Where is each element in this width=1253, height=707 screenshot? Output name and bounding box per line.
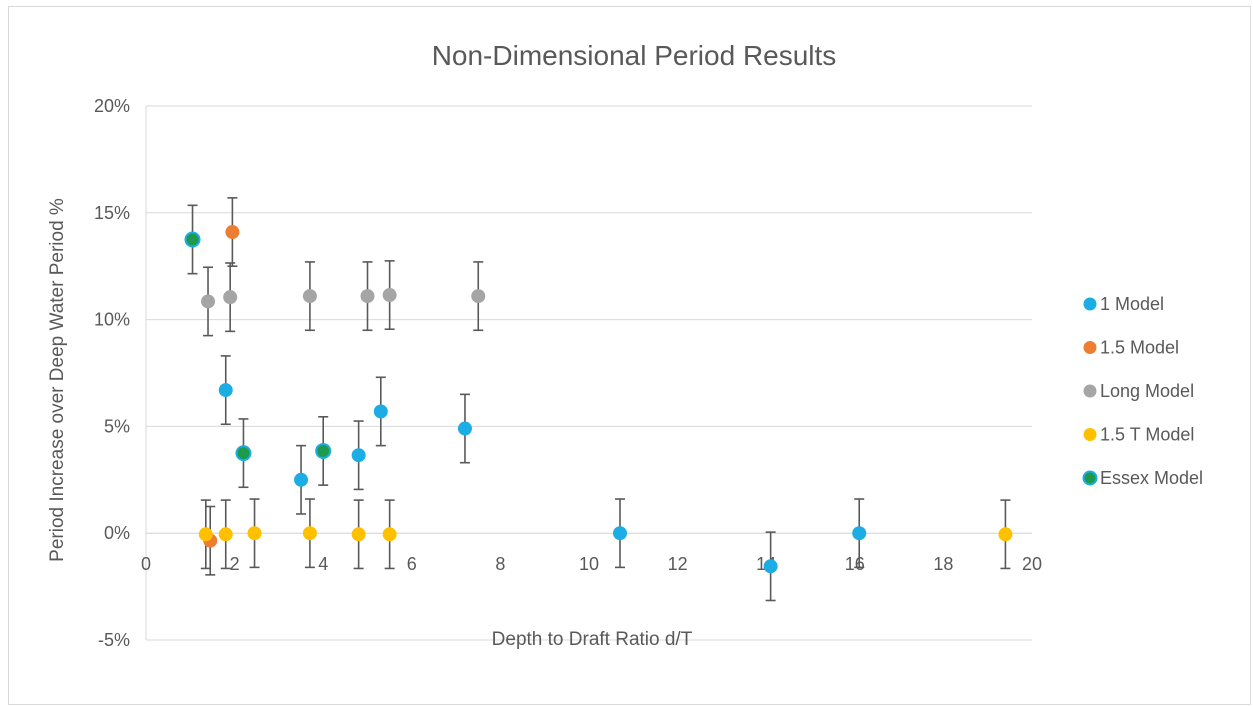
x-tick-label: 8 — [495, 554, 505, 574]
data-point — [351, 448, 366, 463]
legend-item: 1 Model — [1083, 294, 1164, 314]
data-point — [225, 225, 240, 240]
x-tick-label: 4 — [318, 554, 328, 574]
data-point — [360, 289, 375, 304]
legend-label: Long Model — [1100, 381, 1194, 401]
legend-item: 1.5 T Model — [1083, 425, 1194, 445]
data-point — [373, 404, 388, 419]
data-point — [235, 445, 252, 462]
legend-item: 1.5 Model — [1083, 338, 1179, 358]
data-point — [852, 526, 867, 541]
y-tick-label: 0% — [104, 523, 130, 543]
data-point — [201, 294, 216, 309]
chart-frame: -5%0%5%10%15%20%02468101214161820 Non-Di… — [8, 6, 1251, 705]
legend-label: 1.5 Model — [1100, 338, 1179, 358]
x-tick-label: 2 — [230, 554, 240, 574]
data-point — [613, 526, 628, 541]
y-tick-label: -5% — [98, 630, 130, 650]
legend-label: 1 Model — [1100, 294, 1164, 314]
data-point — [457, 421, 472, 436]
data-point — [218, 383, 233, 398]
data-point — [294, 472, 309, 487]
x-tick-label: 10 — [579, 554, 599, 574]
legend-item: Essex Model — [1082, 468, 1203, 488]
scatter-chart: -5%0%5%10%15%20%02468101214161820 Non-Di… — [47, 40, 1203, 650]
x-tick-label: 18 — [933, 554, 953, 574]
axes: -5%0%5%10%15%20%02468101214161820 — [94, 96, 1042, 650]
y-axis-title: Period Increase over Deep Water Period % — [47, 198, 68, 562]
x-tick-label: 12 — [668, 554, 688, 574]
data-point — [471, 289, 486, 304]
legend-label: 1.5 T Model — [1100, 425, 1194, 445]
legend-marker — [1083, 384, 1097, 398]
legend-marker — [1083, 341, 1097, 354]
legend-item: Long Model — [1083, 381, 1194, 401]
x-tick-label: 0 — [141, 554, 151, 574]
data-point — [247, 526, 262, 541]
data-points — [184, 225, 1013, 574]
y-tick-label: 5% — [104, 416, 130, 436]
data-point — [763, 559, 778, 574]
data-point — [382, 288, 397, 303]
y-tick-label: 20% — [94, 96, 130, 116]
x-tick-label: 20 — [1022, 554, 1042, 574]
data-point — [998, 527, 1013, 542]
chart-title: Non-Dimensional Period Results — [432, 40, 837, 71]
x-axis-title: Depth to Draft Ratio d/T — [492, 629, 693, 650]
data-point — [351, 527, 366, 542]
data-point — [315, 442, 332, 459]
data-point — [218, 527, 233, 542]
data-point — [184, 231, 201, 248]
y-tick-label: 10% — [94, 310, 130, 330]
legend-marker — [1083, 428, 1097, 441]
x-tick-label: 6 — [407, 554, 417, 574]
legend-marker — [1082, 470, 1098, 486]
data-point — [223, 290, 238, 305]
data-point — [382, 527, 397, 542]
legend-marker — [1083, 297, 1097, 311]
legend: 1 Model 1.5 Model Long Model 1.5 T Model Ess… — [1082, 294, 1203, 488]
data-point — [302, 526, 317, 541]
data-point — [198, 527, 213, 542]
x-tick-label: 16 — [845, 554, 865, 574]
y-tick-label: 15% — [94, 203, 130, 223]
data-point — [302, 289, 317, 304]
legend-label: Essex Model — [1100, 468, 1203, 488]
